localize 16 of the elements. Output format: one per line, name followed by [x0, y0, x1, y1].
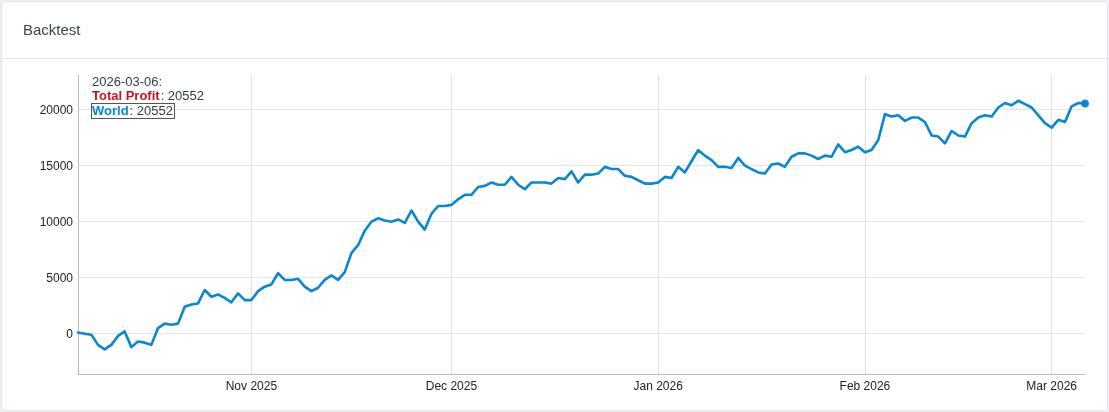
y-tick-label: 20000: [39, 102, 74, 117]
y-tick-label: 10000: [39, 214, 74, 229]
y-tick-label: 0: [66, 326, 74, 341]
x-tick-label: Mar 2026: [1026, 379, 1078, 393]
annotation: : 20552: [160, 88, 205, 103]
x-tick-label: Nov 2025: [225, 379, 278, 393]
y-tick-label: 5000: [46, 270, 74, 285]
legend-title: 2026-03-06:: [92, 74, 164, 89]
chart-title: Backtest: [23, 21, 81, 38]
text: World: [92, 103, 129, 118]
legend-label: Total Profit: [92, 88, 160, 103]
y-tick-label: 15000: [39, 158, 74, 173]
x-tick-label: Feb 2026: [839, 379, 891, 393]
annotation: : 20552: [129, 103, 173, 118]
x-tick-label: Dec 2025: [425, 379, 478, 393]
x-tick-label: Jan 2026: [633, 379, 684, 393]
